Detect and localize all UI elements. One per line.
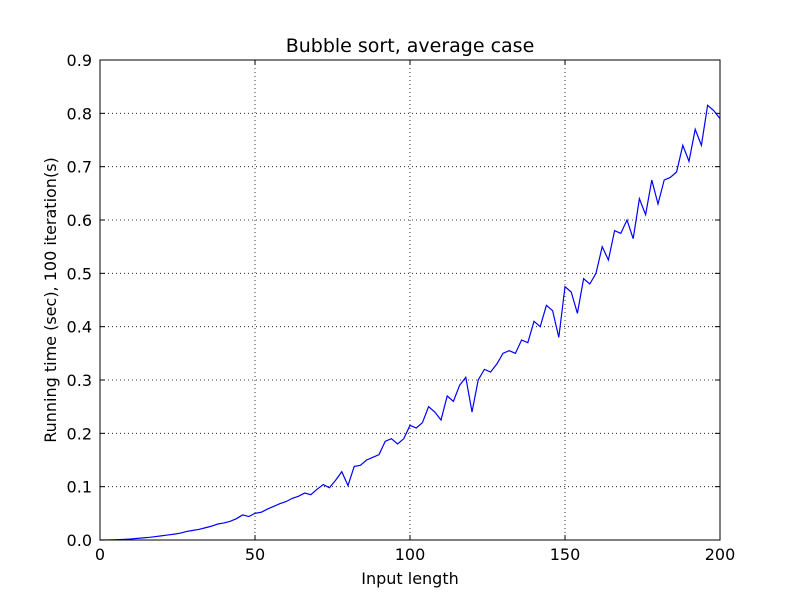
plot-frame bbox=[99, 59, 721, 541]
y-tick-label: 0.9 bbox=[67, 51, 92, 70]
y-tick-label: 0.2 bbox=[67, 424, 92, 443]
chart-title: Bubble sort, average case bbox=[286, 35, 535, 57]
y-tick-label: 0.3 bbox=[67, 371, 92, 390]
y-tick-label: 0.5 bbox=[67, 264, 92, 283]
y-tick-label: 0.7 bbox=[67, 158, 92, 177]
y-axis-label: Running time (sec), 100 iteration(s) bbox=[41, 157, 60, 443]
y-tick-label: 0.1 bbox=[67, 478, 92, 497]
x-tick-label: 0 bbox=[95, 545, 105, 564]
y-tick-label: 0.4 bbox=[67, 318, 92, 337]
x-axis-label: Input length bbox=[361, 569, 459, 588]
data-line bbox=[99, 104, 721, 541]
y-tick-label: 0.6 bbox=[67, 211, 92, 230]
x-tick-label: 150 bbox=[550, 545, 581, 564]
x-tick-label: 100 bbox=[395, 545, 426, 564]
y-tick-label: 0.0 bbox=[67, 531, 92, 550]
x-tick-label: 200 bbox=[705, 545, 736, 564]
x-tick-label: 50 bbox=[245, 545, 265, 564]
y-tick-label: 0.8 bbox=[67, 104, 92, 123]
